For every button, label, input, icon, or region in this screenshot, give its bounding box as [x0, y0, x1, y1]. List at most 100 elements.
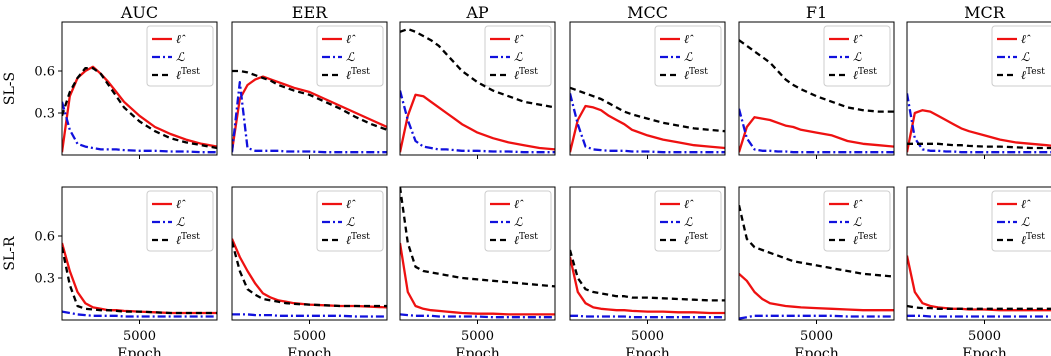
x-axis-label: Epoch [117, 346, 161, 356]
legend-box [823, 190, 891, 252]
x-tick-label: 5000 [631, 329, 664, 344]
legend-label-lhat: ℓ̂ [1021, 32, 1031, 46]
series-line-ltest [570, 249, 725, 302]
series-line-lhat [400, 242, 555, 316]
series-line-lhat [570, 256, 725, 315]
legend-label-lhat: ℓ̂ [684, 32, 694, 46]
legend-label-lhat: ℓ̂ [853, 197, 863, 211]
series-line-L [232, 81, 387, 154]
column-title-mcr: MCR [964, 3, 1006, 22]
series-line-lhat [400, 93, 555, 153]
y-tick-label: 0.6 [34, 65, 55, 80]
column-title-f1: F1 [806, 3, 827, 22]
series-line-L [907, 314, 1051, 318]
y-tick-label: 0.6 [34, 230, 55, 245]
x-axis-label: Epoch [962, 346, 1006, 356]
legend-box [991, 25, 1051, 87]
legend-box [654, 190, 722, 252]
legend-label-lhat: ℓ̂ [346, 197, 356, 211]
legend-label-L: ℒ [1021, 215, 1030, 229]
legend-label-L: ℒ [514, 50, 523, 64]
series-line-ltest [62, 67, 217, 150]
series-line-L [62, 101, 217, 154]
x-axis-label: Epoch [625, 346, 669, 356]
legend-label-lhat: ℓ̂ [514, 32, 524, 46]
legend-label-lhat: ℓ̂ [853, 32, 863, 46]
legend-label-lhat: ℓ̂ [514, 197, 524, 211]
series-line-lhat [62, 242, 217, 315]
legend-label-L: ℒ [176, 50, 185, 64]
legend-box [484, 25, 552, 87]
x-tick-label: 5000 [123, 329, 156, 344]
series-line-ltest [907, 304, 1051, 310]
series-line-lhat [907, 255, 1051, 312]
x-tick-label: 5000 [800, 329, 833, 344]
x-tick-label: 5000 [968, 329, 1001, 344]
series-line-ltest [739, 39, 894, 113]
series-line-L [400, 313, 555, 319]
series-line-L [907, 93, 1051, 154]
y-tick-label: 0.3 [34, 272, 55, 287]
legend-box [316, 190, 384, 252]
row-label-sl-r: SL-R [2, 236, 18, 271]
legend-label-L: ℒ [346, 50, 355, 64]
legend-box [654, 25, 722, 87]
legend-label-lhat: ℓ̂ [1021, 197, 1031, 211]
series-line-L [400, 90, 555, 154]
column-title-eer: EER [292, 3, 328, 22]
x-tick-label: 5000 [293, 329, 326, 344]
legend-label-L: ℒ [684, 50, 693, 64]
series-line-ltest [570, 86, 725, 133]
series-line-lhat [570, 104, 725, 153]
series-line-L [62, 310, 217, 318]
legend-box [484, 190, 552, 252]
legend-label-L: ℒ [684, 215, 693, 229]
x-axis-label: Epoch [794, 346, 838, 356]
legend-label-lhat: ℓ̂ [176, 32, 186, 46]
legend-label-lhat: ℓ̂ [176, 197, 186, 211]
series-line-ltest [62, 246, 217, 315]
panel-grid: AUC EER AP MCC F1 MCRSL-SSL-R0.30.6ℓ̂ℒℓTestℓ̂… [2, 3, 1051, 356]
legend-label-L: ℒ [346, 215, 355, 229]
series-line-ltest [400, 187, 555, 288]
legend-box [991, 190, 1051, 252]
series-line-lhat [907, 109, 1051, 153]
legend-label-L: ℒ [514, 215, 523, 229]
legend-label-L: ℒ [176, 215, 185, 229]
legend-label-L: ℒ [853, 215, 862, 229]
series-line-ltest [739, 204, 894, 278]
series-line-lhat [739, 116, 894, 153]
series-line-L [570, 93, 725, 154]
x-tick-label: 5000 [461, 329, 494, 344]
series-line-lhat [232, 238, 387, 309]
column-title-auc: AUC [120, 3, 158, 22]
legend-box [316, 25, 384, 87]
series-line-lhat [739, 272, 894, 312]
series-line-L [570, 314, 725, 319]
column-title-ap: AP [465, 3, 489, 22]
legend-label-lhat: ℓ̂ [346, 32, 356, 46]
x-axis-label: Epoch [455, 346, 499, 356]
series-line-ltest [400, 27, 555, 109]
legend-label-lhat: ℓ̂ [684, 197, 694, 211]
